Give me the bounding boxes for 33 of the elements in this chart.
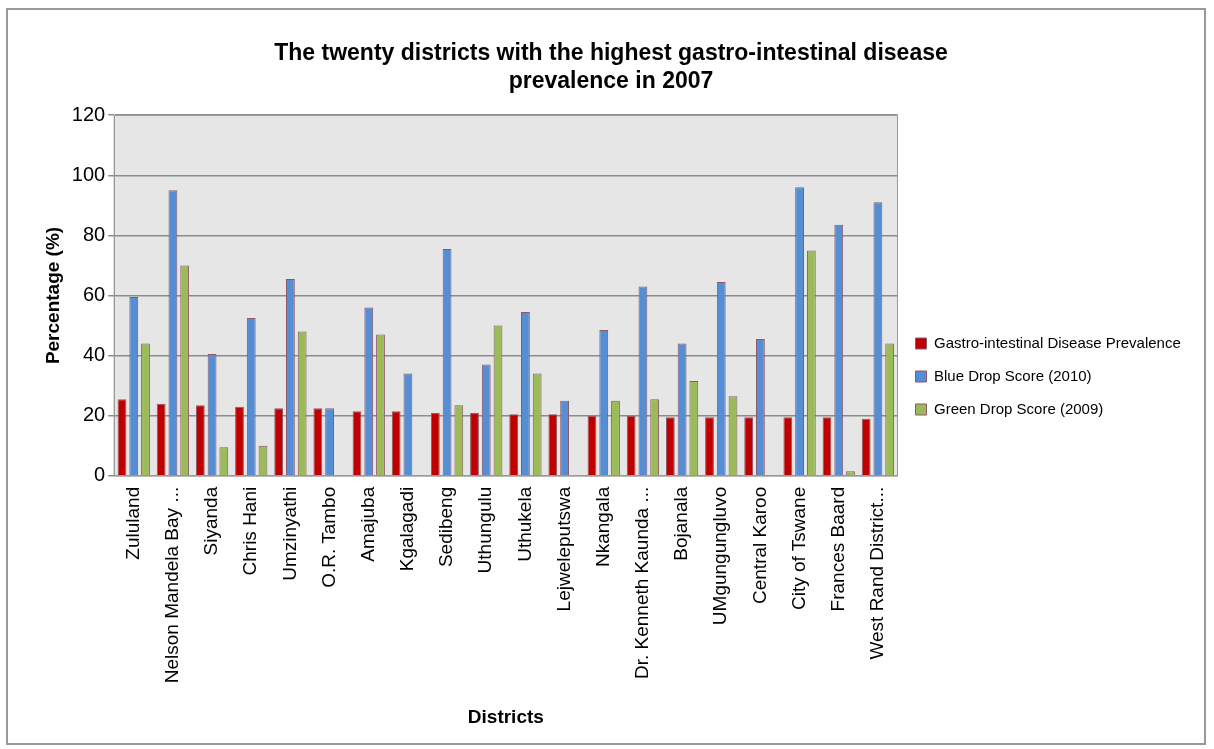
x-tick-label: Chris Hani bbox=[239, 486, 261, 576]
x-tick-label: Dr. Kenneth Kaunda ... bbox=[631, 486, 653, 680]
y-axis-title: Percentage (%) bbox=[41, 226, 63, 365]
x-tick-label: Zululand bbox=[121, 486, 143, 560]
x-tick-label: Amajuba bbox=[356, 486, 378, 562]
x-tick-label: Frances Baard bbox=[826, 486, 848, 612]
y-tick-label: 20 bbox=[82, 403, 106, 426]
y-tick-label: 120 bbox=[71, 102, 106, 125]
x-tick-label: City of Tswane bbox=[787, 486, 809, 610]
x-tick-label: Kgalagadi bbox=[396, 486, 418, 572]
x-tick-label: Uthukela bbox=[513, 486, 535, 562]
y-tick-label: 100 bbox=[71, 162, 106, 185]
x-tick-label: Siyanda bbox=[200, 486, 222, 556]
x-tick-label: Nelson Mandela Bay ... bbox=[161, 486, 183, 684]
y-tick-label: 60 bbox=[82, 283, 106, 305]
legend-label: Blue Drop Score (2010) bbox=[934, 366, 1092, 384]
chart-title: The twenty districts with the highest gastro-intestinal disease prevalence in 2007 bbox=[274, 39, 948, 93]
x-tick-label: UMgungungluvo bbox=[709, 486, 731, 626]
x-tick-label: Bojanala bbox=[670, 486, 692, 561]
x-tick-label: Nkangala bbox=[591, 486, 613, 568]
x-axis-title: Districts bbox=[467, 705, 544, 727]
x-tick-label: Uthungulu bbox=[474, 486, 496, 574]
x-tick-label: Sedibeng bbox=[435, 486, 457, 568]
legend-label: Gastro-intestinal Disease Prevalence bbox=[934, 333, 1181, 351]
x-tick-label: O.R. Tambo bbox=[317, 486, 339, 588]
legend-label: Green Drop Score (2009) bbox=[934, 399, 1104, 417]
y-tick-label: 0 bbox=[94, 463, 106, 486]
y-tick-label: 40 bbox=[82, 343, 106, 366]
y-tick-label: 80 bbox=[82, 222, 106, 245]
x-tick-label: Umzinyathi bbox=[278, 486, 300, 581]
x-tick-label: Lejweleputswa bbox=[552, 486, 574, 612]
x-tick-label: Central Karoo bbox=[748, 486, 770, 604]
x-tick-label: West Rand District... bbox=[866, 486, 888, 660]
